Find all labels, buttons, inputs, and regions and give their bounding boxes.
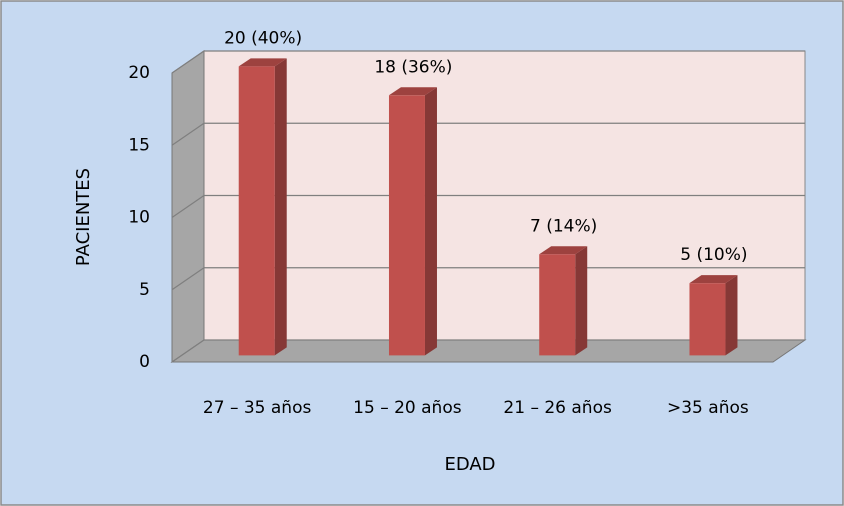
bar-top bbox=[238, 58, 287, 67]
y-tick-label: 0 bbox=[139, 352, 150, 372]
data-label: 20 (40%) bbox=[224, 28, 302, 48]
grid-line bbox=[171, 50, 805, 74]
grid-line bbox=[171, 339, 805, 363]
x-tick-label: >35 años bbox=[667, 398, 749, 418]
x-tick-label: 15 – 20 años bbox=[353, 398, 462, 418]
bar-top bbox=[689, 275, 738, 284]
data-label: 7 (14%) bbox=[530, 216, 597, 236]
bar bbox=[689, 283, 726, 356]
bar-side bbox=[274, 58, 287, 356]
bar bbox=[539, 254, 576, 356]
grid-line bbox=[171, 267, 805, 291]
bar bbox=[238, 66, 275, 356]
y-tick-label: 20 bbox=[128, 63, 150, 83]
x-tick-label: 21 – 26 años bbox=[503, 398, 612, 418]
bar-side bbox=[424, 87, 437, 356]
bar-side bbox=[575, 246, 588, 356]
bar-side bbox=[725, 275, 738, 356]
bar bbox=[388, 95, 425, 356]
x-tick-label: 27 – 35 años bbox=[203, 398, 312, 418]
y-tick-label: 15 bbox=[128, 135, 150, 155]
y-axis-title: PACIENTES bbox=[73, 168, 94, 266]
data-label: 18 (36%) bbox=[374, 57, 452, 77]
grid-line bbox=[171, 194, 805, 218]
bar-top bbox=[539, 246, 588, 255]
x-axis-title: EDAD bbox=[444, 454, 495, 475]
bar-top bbox=[388, 87, 437, 96]
grid-line bbox=[171, 122, 805, 146]
y-tick-label: 10 bbox=[128, 208, 150, 228]
data-label: 5 (10%) bbox=[680, 245, 747, 265]
y-tick-label: 5 bbox=[139, 280, 150, 300]
